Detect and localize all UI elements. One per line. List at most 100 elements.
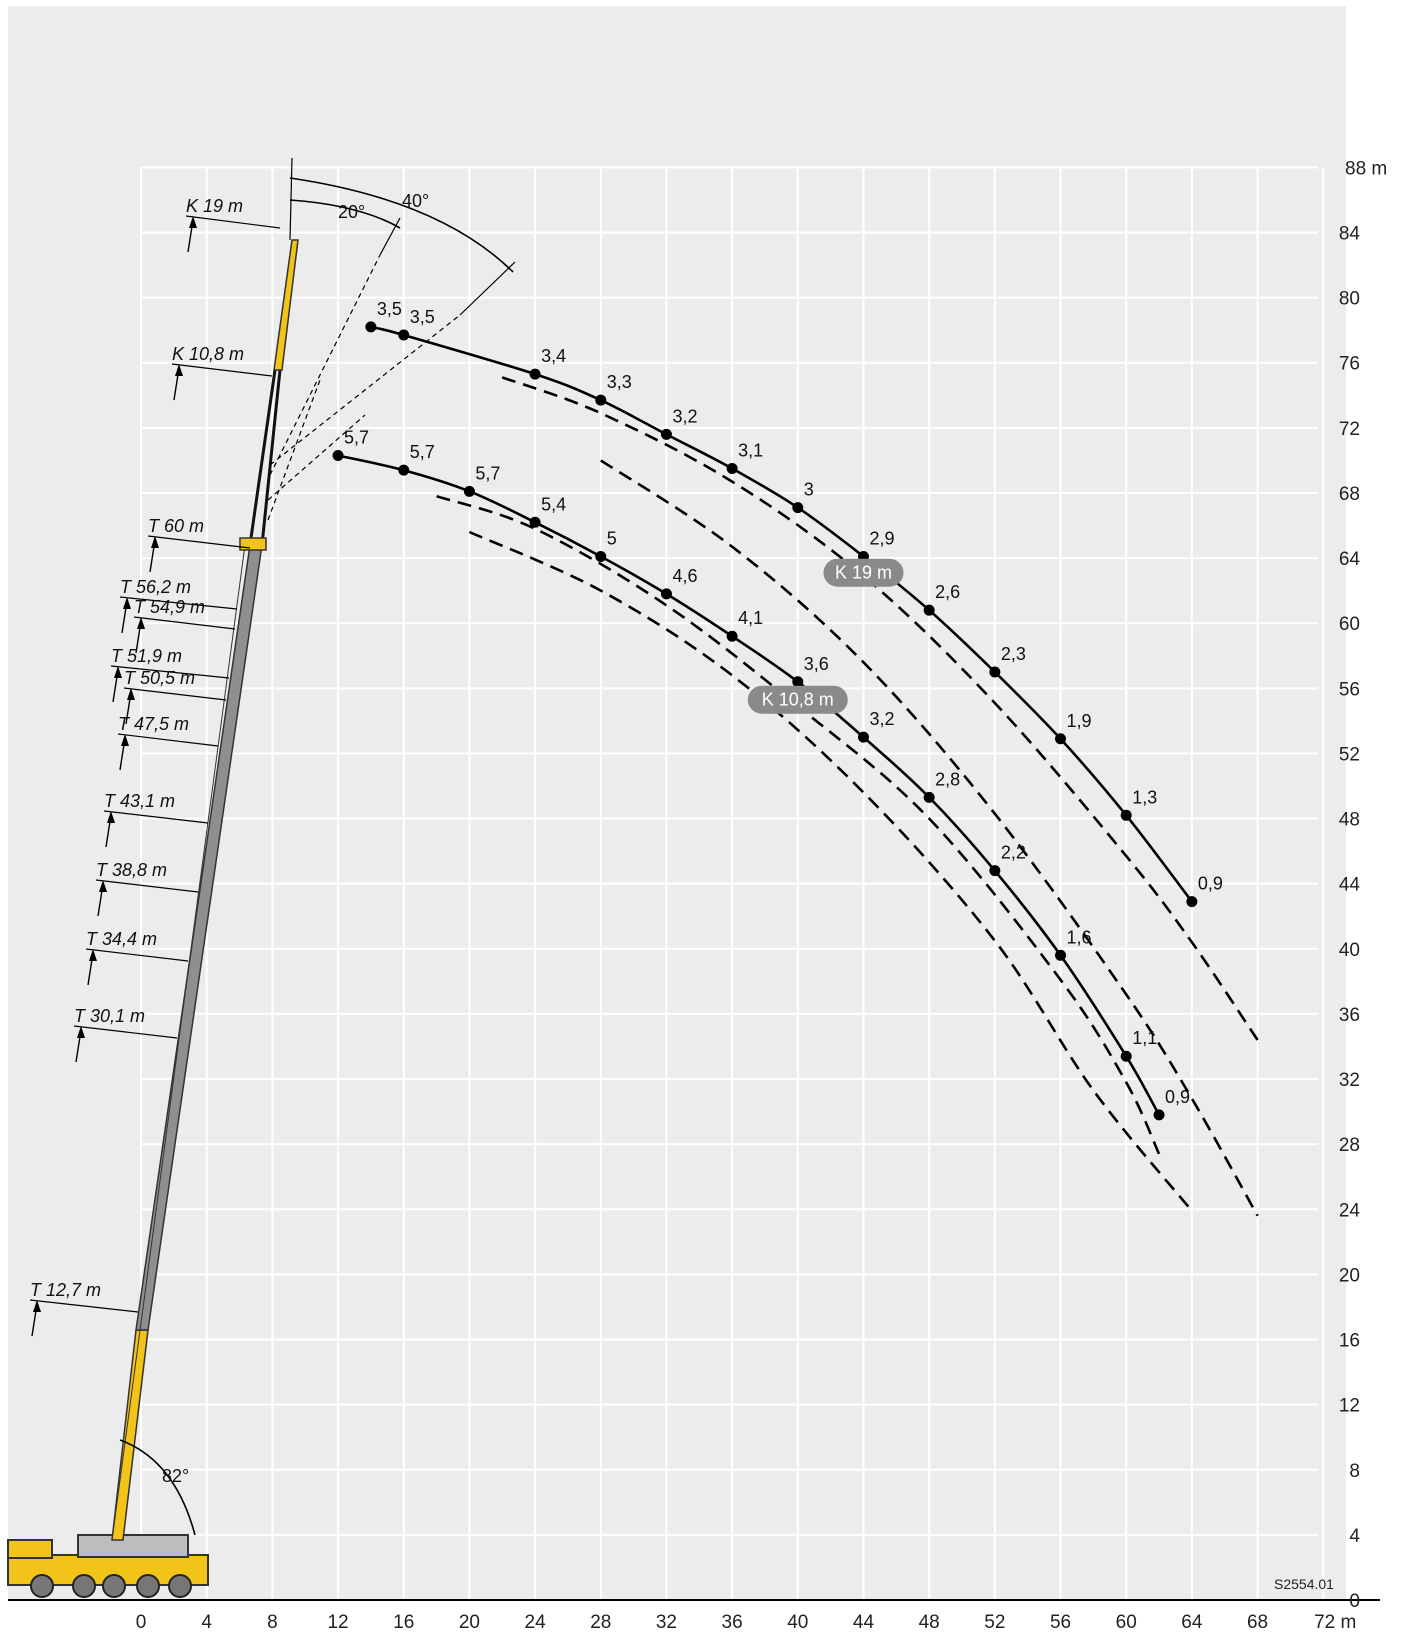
jib-tip bbox=[273, 239, 299, 371]
y-tick-label: 8 bbox=[1349, 1461, 1360, 1482]
y-tick-label: 76 bbox=[1339, 354, 1360, 375]
x-tick-label: 36 bbox=[722, 1612, 743, 1633]
data-label: 3,5 bbox=[377, 299, 402, 319]
section-arrowhead bbox=[151, 536, 159, 548]
y-tick-label: 28 bbox=[1339, 1135, 1360, 1156]
x-tick-label: 12 bbox=[327, 1612, 348, 1633]
x-tick-label: 72 m bbox=[1314, 1612, 1356, 1633]
data-label: 5,7 bbox=[475, 463, 500, 483]
x-tick-label: 32 bbox=[656, 1612, 677, 1633]
data-points bbox=[332, 321, 1198, 1121]
section-leader bbox=[29, 1299, 139, 1313]
data-label: 4,1 bbox=[738, 608, 763, 628]
data-label: 5 bbox=[607, 528, 617, 548]
drawing-code: S2554.01 bbox=[1274, 1576, 1334, 1592]
x-tick-label: 28 bbox=[590, 1612, 611, 1633]
y-tick-label: 32 bbox=[1339, 1070, 1360, 1091]
x-tick-label: 48 bbox=[919, 1612, 940, 1633]
x-tick-label: 24 bbox=[525, 1612, 547, 1633]
section-leader bbox=[133, 616, 236, 630]
y-tick-label: 52 bbox=[1339, 744, 1360, 765]
data-point bbox=[1055, 949, 1067, 961]
section-leader bbox=[119, 596, 238, 610]
y-tick-label: 36 bbox=[1339, 1005, 1360, 1026]
series-label-pill bbox=[747, 685, 848, 714]
data-label: 2,6 bbox=[935, 582, 960, 602]
angle-arc-82 bbox=[119, 1439, 196, 1536]
x-tick-label: 16 bbox=[393, 1612, 414, 1633]
data-point bbox=[595, 394, 607, 406]
section-arrowhead bbox=[99, 880, 107, 892]
x-tick-label: 60 bbox=[1116, 1612, 1137, 1633]
offset-curve-1 bbox=[600, 459, 1259, 1217]
data-point bbox=[923, 604, 935, 616]
x-tick-label: 64 bbox=[1181, 1612, 1203, 1633]
jib-offset-guide bbox=[269, 314, 461, 466]
angle-arc-20 bbox=[289, 199, 401, 229]
data-point bbox=[463, 485, 475, 497]
boom-head bbox=[239, 537, 267, 551]
data-labels: 3,5 3,5 3,4 3,3 3,2 3,1 3 2,9 2,6 2,3 1,9 1,3 0,9 5,7… bbox=[344, 299, 1223, 1107]
y-tick-label: 24 bbox=[1339, 1200, 1361, 1221]
data-point bbox=[989, 666, 1001, 678]
data-point bbox=[726, 463, 738, 475]
y-tick-label: 40 bbox=[1339, 940, 1360, 961]
data-point bbox=[398, 329, 410, 341]
boom-section-label: T 38,8 m bbox=[96, 860, 167, 880]
data-label: 2,2 bbox=[1001, 843, 1026, 863]
section-arrowhead bbox=[107, 811, 115, 823]
boom-section-label: K 19 m bbox=[186, 196, 243, 216]
section-leaders bbox=[29, 215, 281, 1337]
data-point bbox=[1120, 1050, 1132, 1062]
boom-section-label: T 56,2 m bbox=[120, 577, 191, 597]
jib-offset-guide bbox=[267, 414, 366, 501]
data-label: 3,4 bbox=[541, 346, 566, 366]
vertical-reference bbox=[289, 157, 293, 241]
angle-40-ray bbox=[459, 261, 516, 316]
y-tick-label: 12 bbox=[1339, 1396, 1360, 1417]
series-label-text: K 10,8 m bbox=[762, 690, 834, 710]
boom-section-label: T 60 m bbox=[148, 516, 204, 536]
data-label: 3 bbox=[804, 480, 814, 500]
data-point bbox=[660, 428, 672, 440]
data-point bbox=[726, 630, 738, 642]
y-tick-label: 64 bbox=[1339, 549, 1361, 570]
lattice-jib-right bbox=[260, 369, 282, 546]
data-point bbox=[792, 502, 804, 514]
data-label: 2,8 bbox=[935, 769, 960, 789]
section-arrowhead bbox=[123, 597, 131, 609]
data-label: 0,9 bbox=[1198, 874, 1223, 894]
data-point bbox=[398, 464, 410, 476]
y-tick-label: 44 bbox=[1339, 875, 1361, 896]
data-label: 3,1 bbox=[738, 441, 763, 461]
angle-40-label: 40° bbox=[402, 191, 429, 211]
section-arrowhead bbox=[175, 364, 183, 376]
plot-background bbox=[8, 6, 1346, 1600]
y-tick-label: 20 bbox=[1339, 1265, 1360, 1286]
data-point bbox=[857, 731, 869, 743]
data-label: 3,2 bbox=[869, 709, 894, 729]
angle-20-ray bbox=[379, 217, 401, 256]
section-leader bbox=[103, 810, 209, 824]
series-labels: K 19 m K 10,8 m bbox=[747, 558, 904, 714]
x-tick-label: 4 bbox=[201, 1612, 212, 1633]
data-point bbox=[1186, 896, 1198, 908]
boom-section-label: T 51,9 m bbox=[111, 646, 182, 666]
lattice-jib-left bbox=[248, 369, 277, 546]
data-point bbox=[989, 865, 1001, 877]
section-leader bbox=[73, 1025, 178, 1039]
data-point bbox=[529, 368, 541, 380]
data-label: 1,1 bbox=[1132, 1028, 1157, 1048]
y-tick-label: 88 m bbox=[1345, 158, 1387, 179]
x-tick-label: 8 bbox=[267, 1612, 278, 1633]
crane-vehicle bbox=[7, 1534, 209, 1598]
angle-arc-40 bbox=[289, 177, 514, 273]
data-label: 3,3 bbox=[607, 372, 632, 392]
angle-20-label: 20° bbox=[338, 202, 365, 222]
angle-annotations: 40° 20° 82° bbox=[119, 177, 514, 1536]
y-tick-label: 16 bbox=[1339, 1331, 1360, 1352]
crane-boom bbox=[111, 239, 299, 1541]
jib-offset-guide bbox=[267, 379, 321, 521]
data-point bbox=[332, 450, 344, 462]
